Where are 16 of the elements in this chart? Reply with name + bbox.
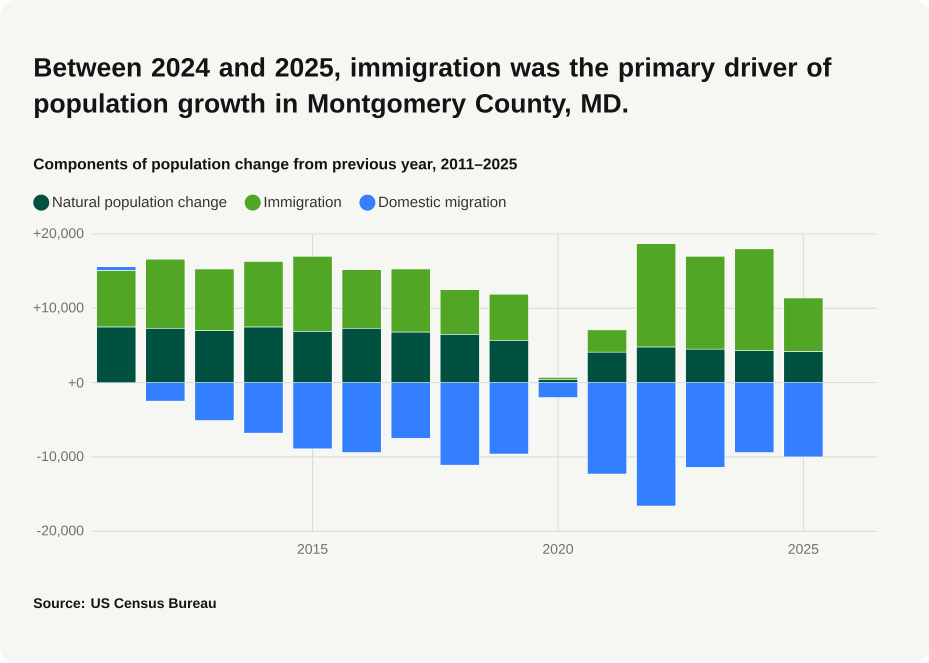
legend-label: Domestic migration	[379, 196, 506, 210]
y-tick-label: +10,000	[34, 302, 84, 314]
legend-label: Natural population change	[53, 196, 226, 210]
bar	[538, 382, 578, 398]
chart-title: Between 2024 and 2025, immigration was the primary driver of population growth in Montgomery County, MD.	[35, 57, 832, 118]
y-tick-label: -10,000	[37, 451, 84, 463]
chart-subtitle: Components of population change from previous year, 2011–2025	[34, 158, 517, 173]
x-tick-label: 2025	[788, 544, 818, 554]
x-tick-label: 2015	[298, 544, 328, 554]
x-tick-label: 2020	[543, 544, 573, 554]
y-tick-label: -20,000	[37, 526, 84, 538]
source-note: Source: US Census Bureau	[34, 598, 216, 608]
y-tick-label: +20,000	[34, 228, 84, 240]
legend-label: Immigration	[264, 196, 341, 210]
y-tick-label: +0	[68, 378, 84, 388]
bar	[538, 377, 578, 380]
